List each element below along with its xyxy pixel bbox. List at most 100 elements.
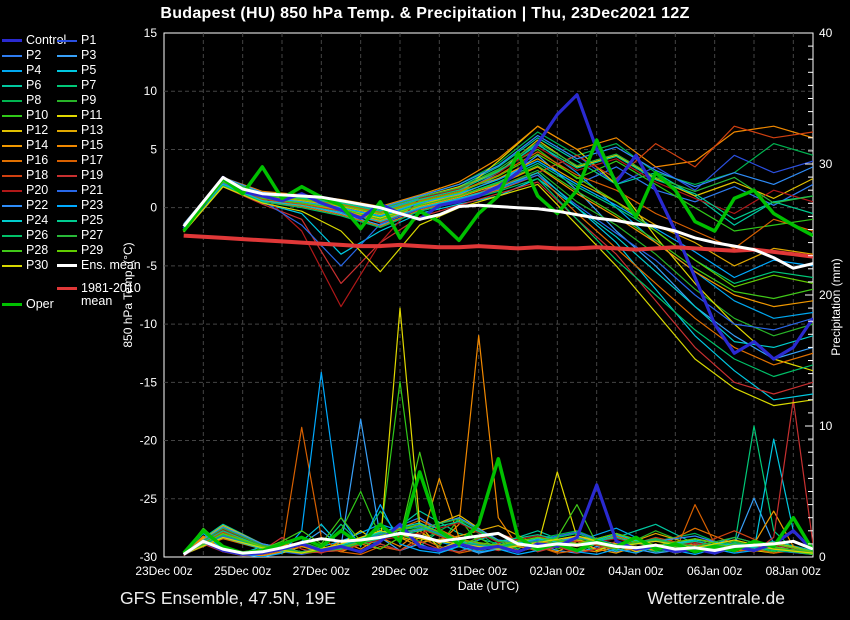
legend-swatch-p30 (2, 264, 22, 267)
temp-line-climate (183, 233, 813, 259)
legend-swatch-p25 (57, 219, 77, 222)
legend-label-p16: P16 (26, 153, 49, 167)
legend-swatch-p2 (2, 54, 22, 57)
page-title: Budapest (HU) 850 hPa Temp. & Precipitat… (160, 5, 690, 22)
legend-label-p7: P7 (81, 78, 97, 92)
legend-label-p14: P14 (26, 138, 49, 152)
legend-swatch-p19 (57, 174, 77, 177)
legend-label-p15: P15 (81, 138, 104, 152)
legend-item-p17: P17 (57, 153, 145, 168)
legend-item-climate: 1981-2010 mean (57, 282, 145, 308)
temp-axis-title: 850 hPa Temp. (°C) (121, 242, 135, 347)
legend-label-p10: P10 (26, 108, 49, 122)
legend-swatch-p20 (2, 189, 22, 192)
legend-swatch-p8 (2, 99, 22, 102)
gridlines (164, 33, 813, 557)
legend-label-p6: P6 (26, 78, 42, 92)
plot-border (163, 32, 814, 558)
legend-label-ens_mean: Ens. mean (81, 258, 141, 272)
date-tick-label: 04Jan 00z (608, 564, 663, 578)
legend-item-p4: P4 (2, 63, 66, 78)
legend-label-p24: P24 (26, 213, 49, 227)
temp-line-p30 (183, 183, 813, 407)
legend-item-p6: P6 (2, 78, 66, 93)
temp-tick-label: -10 (140, 317, 158, 331)
date-tick-label: 08Jan 00z (766, 564, 821, 578)
legend-label-p25: P25 (81, 213, 104, 227)
date-tick-label: 06Jan 00z (687, 564, 742, 578)
legend-swatch-climate (57, 287, 77, 290)
precip-line-p3 (183, 418, 813, 557)
legend-item-p30: P30 (2, 258, 66, 273)
date-tick-label: 02Jan 00z (530, 564, 585, 578)
legend-item-p16: P16 (2, 153, 66, 168)
legend-label-p21: P21 (81, 183, 104, 197)
legend-swatch-p16 (2, 159, 22, 162)
legend-label-p11: P11 (81, 108, 103, 122)
legend-item-p24: P24 (2, 213, 66, 228)
precip-line-p17 (183, 426, 813, 557)
temp-tick-label: 5 (150, 142, 157, 156)
legend-label-p28: P28 (26, 243, 49, 257)
temp-tick-label: -5 (146, 259, 157, 273)
legend-swatch-p21 (57, 189, 77, 192)
precip-tick-label: 40 (819, 26, 833, 40)
legend-label-control: Control (26, 33, 67, 47)
legend-label-p17: P17 (81, 153, 104, 167)
legend-item-p26: P26 (2, 228, 66, 243)
legend-item-p10: P10 (2, 108, 66, 123)
temp-line-p26 (183, 178, 813, 378)
legend-label-p20: P20 (26, 183, 49, 197)
precip-axis-ticks (805, 32, 813, 558)
legend-label-p3: P3 (81, 48, 97, 62)
temp-line-p20 (183, 146, 813, 308)
precip-tick-label: 30 (819, 157, 833, 171)
precip-axis-title: Precipitation (mm) (829, 258, 843, 355)
legend-label-oper: Oper (26, 297, 54, 311)
precip-line-ens_mean (182, 531, 813, 556)
legend-swatch-p7 (57, 84, 77, 87)
legend-label-p1: P1 (81, 33, 97, 47)
temp-tick-label: 0 (150, 201, 157, 215)
legend-label-p30: P30 (26, 258, 49, 272)
legend-swatch-p10 (2, 114, 22, 117)
legend-label-p19: P19 (81, 168, 104, 182)
legend-item-control: Control (2, 33, 66, 48)
legend-swatch-oper (2, 303, 22, 306)
legend-item-p25: P25 (57, 213, 145, 228)
legend-item-p20: P20 (2, 183, 66, 198)
legend-swatch-p29 (57, 249, 77, 252)
legend-label-p26: P26 (26, 228, 49, 242)
legend-item-p23: P23 (57, 198, 145, 213)
legend-item-ens_mean: Ens. mean (57, 258, 145, 273)
legend-swatch-p18 (2, 174, 22, 177)
temp-line-p23 (183, 160, 813, 279)
legend-swatch-p12 (2, 129, 22, 132)
date-tick-label: 23Dec 00z (135, 564, 192, 578)
legend-column-1: Control P2 P4 P6 P8 P10 P12 P14 P16 P18 P20 P22 P24 P… (2, 33, 66, 312)
precip-tick-label: 0 (819, 550, 826, 564)
temp-tick-label: 10 (144, 84, 158, 98)
precip-line-p10 (183, 380, 813, 556)
temp-tick-label: -25 (140, 492, 158, 506)
series-lines (182, 93, 813, 557)
legend-swatch-p15 (57, 144, 77, 147)
legend-item-p14: P14 (2, 138, 66, 153)
legend-swatch-p13 (57, 129, 77, 132)
legend-item-p7: P7 (57, 78, 145, 93)
legend-item-p3: P3 (57, 48, 145, 63)
legend-swatch-p1 (57, 39, 77, 42)
date-tick-label: 29Dec 00z (371, 564, 428, 578)
legend-label-p2: P2 (26, 48, 42, 62)
legend-label-p9: P9 (81, 93, 97, 107)
legend-label-p23: P23 (81, 198, 104, 212)
legend-swatch-p5 (57, 69, 77, 72)
site-credit-text: Wetterzentrale.de (647, 588, 785, 608)
legend-swatch-p24 (2, 219, 22, 222)
legend-item-p15: P15 (57, 138, 145, 153)
date-tick-label: 27Dec 00z (293, 564, 350, 578)
temp-line-control (182, 93, 813, 361)
legend-item-p9: P9 (57, 93, 145, 108)
temp-line-p16 (183, 174, 813, 366)
